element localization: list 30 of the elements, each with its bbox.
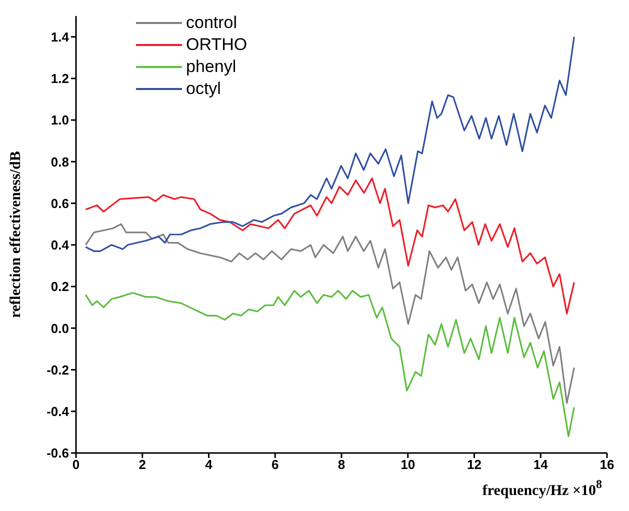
y-tick-label: 0.2 (50, 279, 69, 294)
legend-label: control (186, 12, 238, 34)
x-tick-label: 16 (600, 457, 614, 472)
x-tick-label: 8 (338, 457, 346, 472)
legend-label: octyl (186, 78, 221, 100)
legend-label: phenyl (186, 56, 236, 78)
line-series (84, 290, 575, 438)
y-tick-label: 0.6 (50, 196, 69, 211)
y-tick-label: 0.8 (50, 154, 69, 170)
y-axis-title: reflection effectiveness/dB (8, 151, 24, 318)
x-tick-label: 2 (138, 457, 146, 472)
x-tick-label: 4 (205, 457, 214, 472)
y-tick-label: -0.4 (46, 404, 70, 419)
y-tick-label: 1.2 (50, 71, 69, 86)
x-tick-label: 14 (533, 457, 549, 472)
line-series (84, 36, 575, 252)
y-tick-label: 0.0 (50, 320, 69, 336)
legend-label: ORTHO (186, 34, 248, 56)
line-series (84, 178, 575, 314)
x-tick-label: 0 (72, 457, 80, 472)
y-tick-label: 1.4 (50, 29, 70, 44)
line-series (84, 223, 575, 404)
y-tick-label: 0.4 (50, 238, 70, 253)
y-tick-label: 1.0 (50, 112, 69, 128)
x-tick-label: 12 (467, 457, 482, 472)
x-tick-label: 10 (400, 457, 416, 472)
y-tick-label: -0.2 (46, 362, 69, 378)
x-axis-title: frequency/Hz ×10$^{8}$ (482, 477, 602, 499)
y-tick-label: -0.6 (46, 446, 69, 461)
x-tick-label: 6 (272, 457, 279, 472)
